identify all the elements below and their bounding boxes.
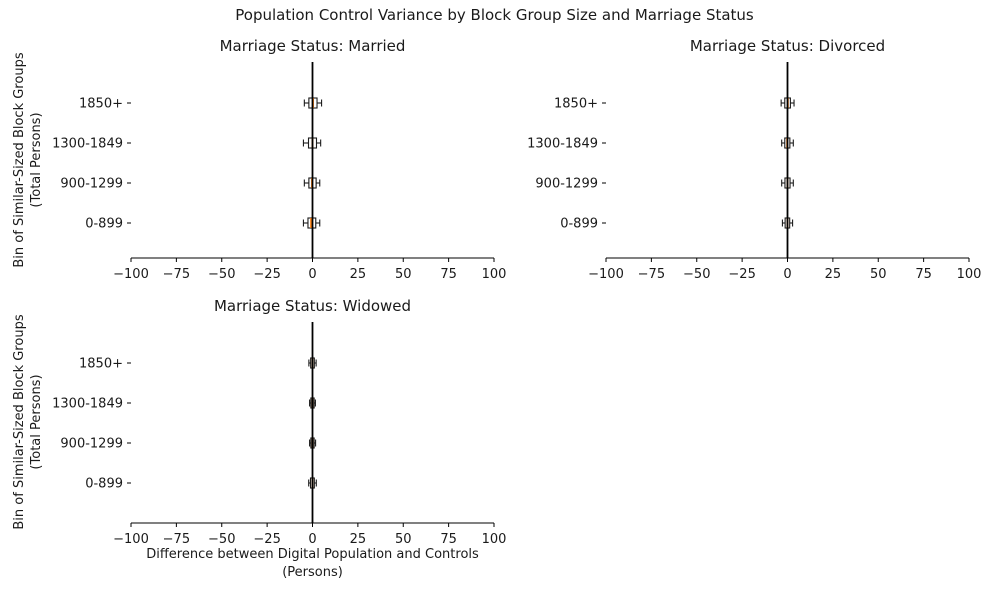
x-tick-label: 25 — [825, 267, 842, 282]
x-tick-label: 75 — [915, 267, 932, 282]
x-axis-label-line2: (Persons) — [282, 565, 343, 580]
x-tick-label: −25 — [728, 267, 755, 282]
y-axis-label-bottom: Bin of Similar-Sized Block Groups (Total… — [11, 242, 45, 593]
subplot-title: Marriage Status: Married — [220, 37, 406, 55]
subplot-title: Marriage Status: Widowed — [214, 297, 411, 315]
x-axis-label: Difference between Digital Population an… — [131, 546, 494, 582]
x-tick-label: −100 — [588, 267, 624, 282]
x-tick-label: 0 — [308, 532, 316, 547]
y-tick-label: 900-1299 — [60, 437, 123, 452]
x-tick-label: 100 — [482, 267, 507, 282]
x-tick-label: −75 — [163, 267, 190, 282]
y-tick-label: 900-1299 — [60, 177, 123, 192]
subplot-widowed: Marriage Status: Widowed −100 −75 −50 −25 0 25… — [52, 297, 506, 547]
y-tick-label: 1300-1849 — [52, 137, 123, 152]
y-tick-label: 1850+ — [79, 357, 123, 372]
y-tick-label: 1300-1849 — [527, 137, 598, 152]
x-tick-label: 25 — [350, 267, 367, 282]
subplot-married: Marriage Status: Married −100 −75 −50 −25 0 25… — [52, 37, 506, 282]
subplot-title: Marriage Status: Divorced — [690, 37, 885, 55]
y-tick-label: 1850+ — [554, 97, 598, 112]
x-tick-label: 0 — [783, 267, 791, 282]
x-tick-label: 50 — [395, 267, 412, 282]
y-tick-label: 0-899 — [85, 217, 123, 232]
x-tick-label: −75 — [638, 267, 665, 282]
x-tick-label: −50 — [208, 532, 235, 547]
y-tick-label: 900-1299 — [535, 177, 598, 192]
x-tick-label: 50 — [395, 532, 412, 547]
x-tick-label: 100 — [957, 267, 982, 282]
x-tick-label: 75 — [440, 267, 457, 282]
x-tick-label: −100 — [113, 267, 149, 282]
x-tick-label: 75 — [440, 532, 457, 547]
x-tick-label: 0 — [308, 267, 316, 282]
y-tick-label: 1850+ — [79, 97, 123, 112]
y-tick-label: 1300-1849 — [52, 397, 123, 412]
x-tick-label: −50 — [683, 267, 710, 282]
x-tick-label: 100 — [482, 532, 507, 547]
y-tick-label: 0-899 — [560, 217, 598, 232]
boxplot-married-0-899 — [302, 217, 321, 229]
y-axis-label-line2: (Total Persons) — [29, 374, 44, 470]
y-tick-label: 0-899 — [85, 477, 123, 492]
x-tick-label: −25 — [253, 267, 280, 282]
x-tick-label: −100 — [113, 532, 149, 547]
x-tick-label: −50 — [208, 267, 235, 282]
x-tick-label: −25 — [253, 532, 280, 547]
subplot-divorced: Marriage Status: Divorced −100 −75 −50 −25 0 2… — [527, 37, 981, 282]
y-axis-label-line1: Bin of Similar-Sized Block Groups — [12, 314, 27, 530]
x-tick-label: 50 — [870, 267, 887, 282]
x-tick-label: 25 — [350, 532, 367, 547]
x-axis-label-line1: Difference between Digital Population an… — [146, 547, 479, 562]
figure-title: Population Control Variance by Block Gro… — [235, 6, 754, 24]
x-tick-label: −75 — [163, 532, 190, 547]
